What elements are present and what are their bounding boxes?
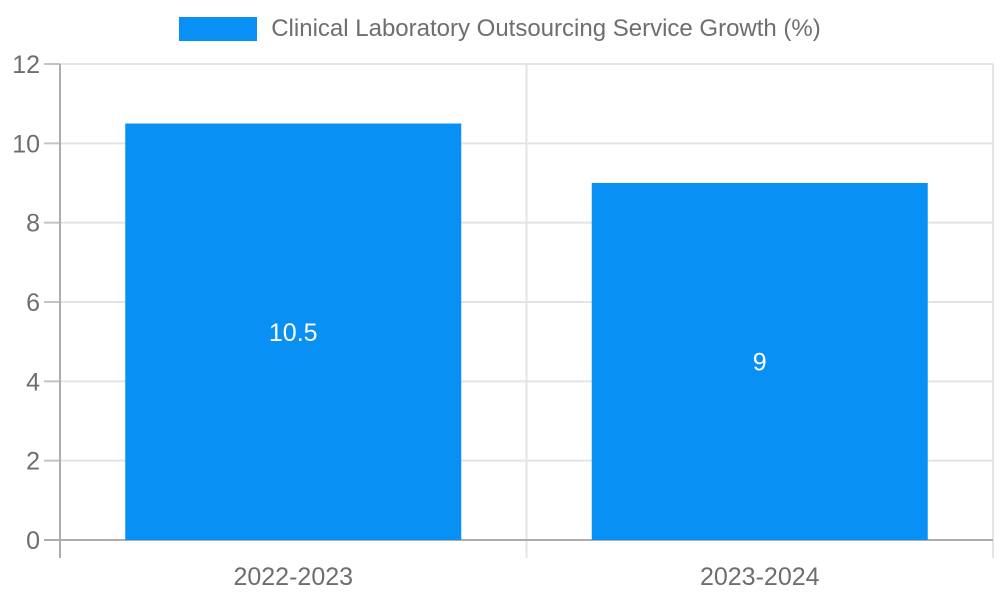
legend-label[interactable]: Clinical Laboratory Outsourcing Service … (271, 15, 821, 42)
y-tick-label: 4 (26, 368, 40, 396)
bar-value-label: 9 (753, 349, 767, 377)
y-tick-label: 12 (12, 51, 40, 79)
legend-swatch[interactable] (179, 17, 258, 41)
bar-2023-2024[interactable] (591, 183, 928, 540)
x-tick-label: 2023-2024 (700, 563, 820, 591)
y-tick-label: 6 (26, 289, 40, 317)
chart-legend: Clinical Laboratory Outsourcing Service … (0, 15, 1000, 43)
bar-2022-2023[interactable] (125, 123, 462, 541)
y-tick-label: 2 (26, 448, 40, 476)
x-tick-label: 2022-2023 (233, 563, 353, 591)
y-tick-label: 0 (26, 527, 40, 555)
y-tick-label: 8 (26, 210, 40, 238)
y-tick-label: 10 (12, 130, 40, 158)
bar-value-label: 10.5 (269, 319, 318, 347)
